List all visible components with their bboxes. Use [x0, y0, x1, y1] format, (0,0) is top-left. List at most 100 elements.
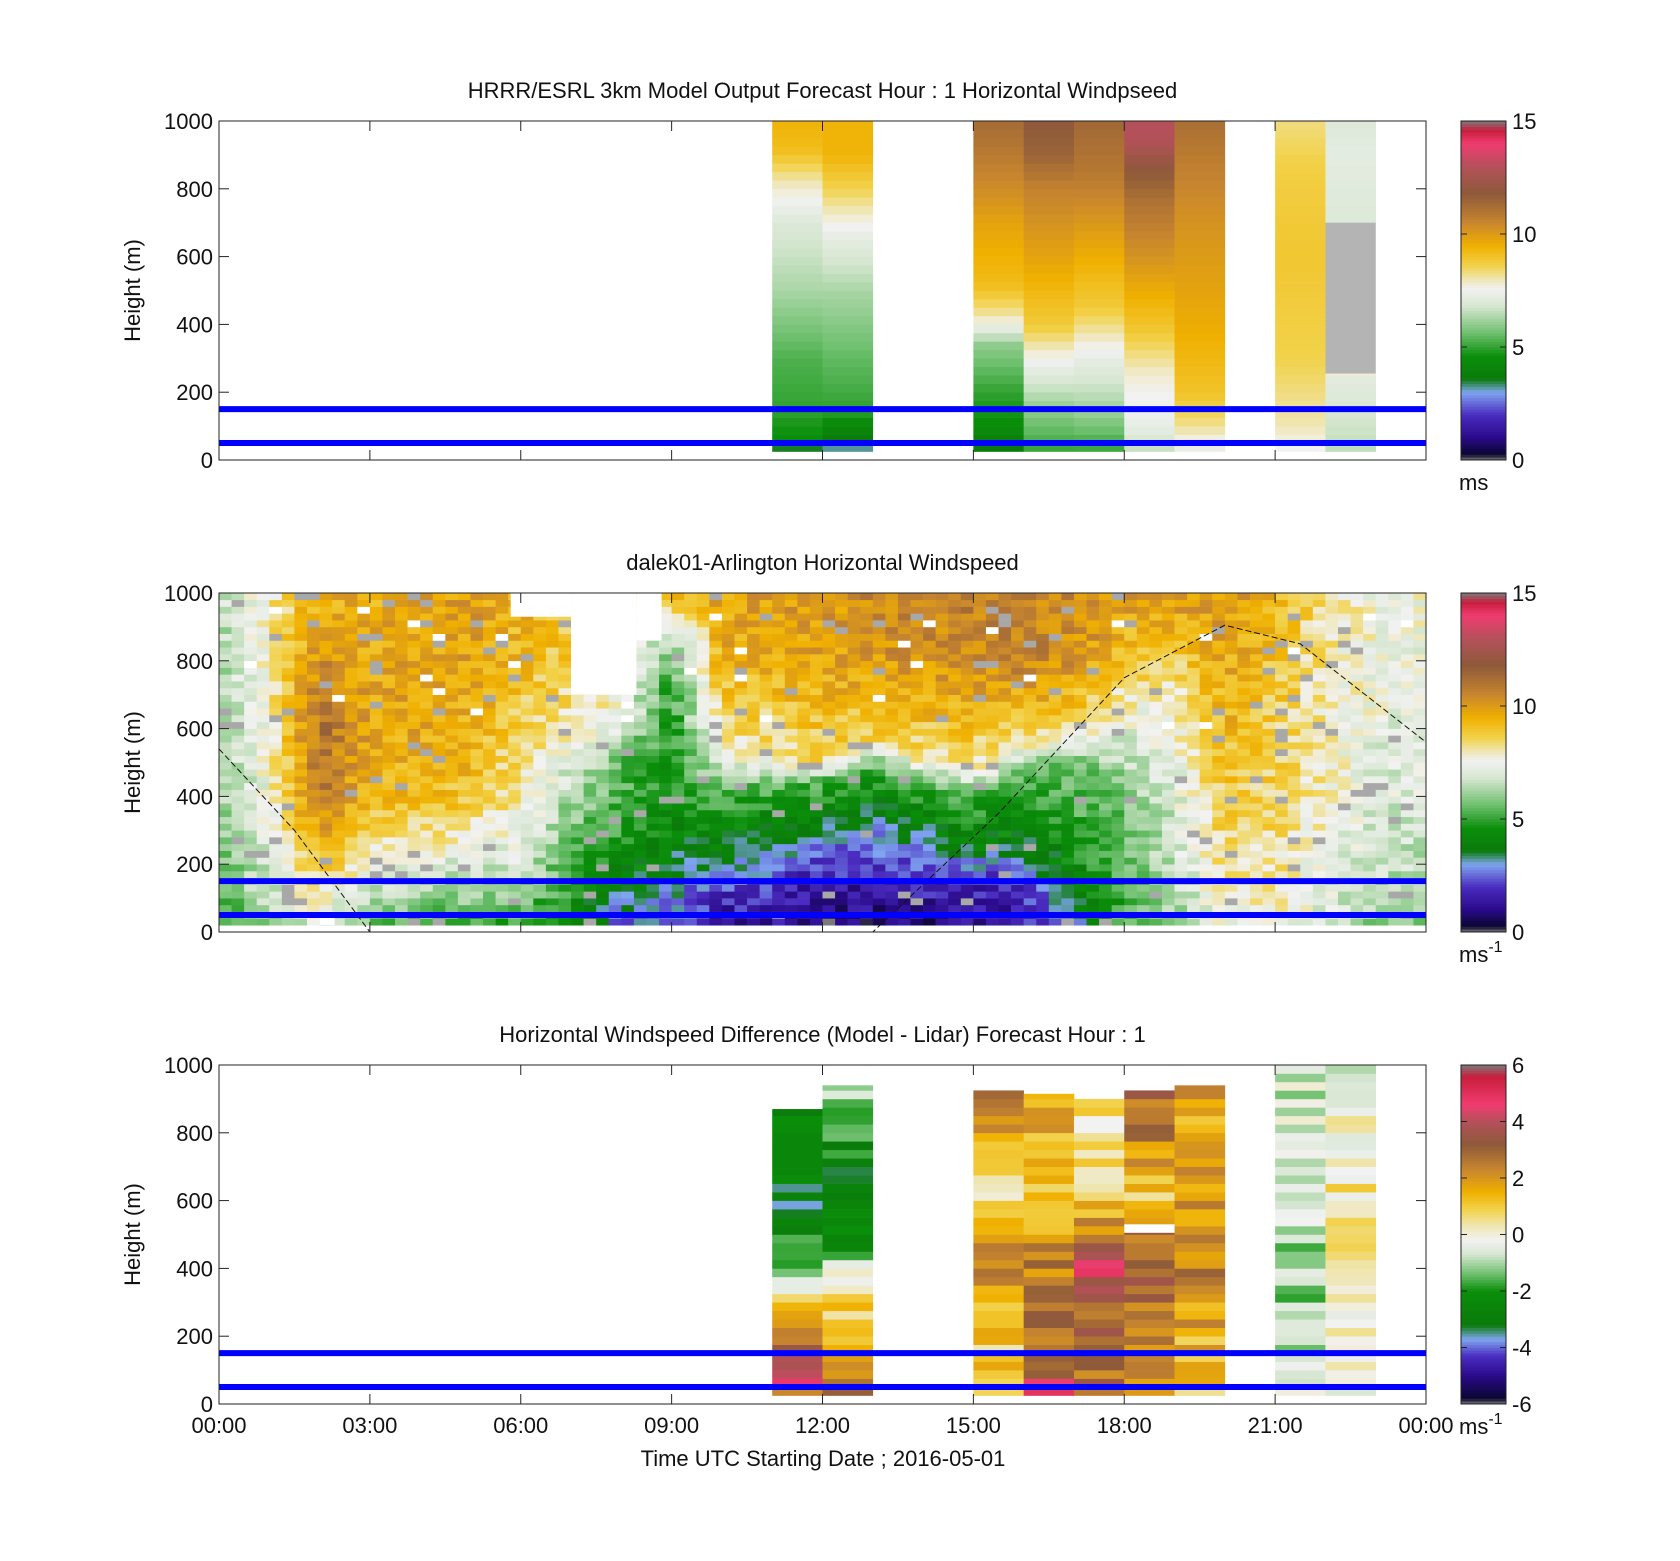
heatmap-cell [885, 667, 899, 675]
heatmap-cell [1262, 891, 1276, 899]
heatmap-cell [319, 762, 333, 770]
heatmap-cell [671, 755, 685, 763]
heatmap-cell [885, 884, 899, 892]
heatmap-cell [307, 843, 320, 851]
heatmap-cell [1023, 315, 1075, 325]
heatmap-cell [1337, 870, 1351, 879]
heatmap-cell [646, 728, 660, 736]
heatmap-cell [684, 593, 698, 601]
heatmap-cell [1212, 755, 1226, 763]
heatmap-cell [520, 626, 534, 634]
heatmap-cell [231, 715, 245, 723]
heatmap-cell [759, 796, 773, 804]
heatmap-cell [344, 870, 358, 879]
heatmap-cell [822, 918, 836, 926]
heatmap-cell [885, 660, 899, 668]
heatmap-cell [1224, 762, 1238, 770]
heatmap-cell [231, 742, 245, 750]
heatmap-cell [910, 593, 924, 601]
heatmap-cell [1212, 606, 1226, 614]
heatmap-cell [923, 626, 936, 634]
heatmap-cell [1111, 640, 1125, 648]
heatmap-cell [960, 640, 974, 648]
heatmap-cell [332, 599, 346, 607]
heatmap-cell [1350, 647, 1364, 655]
heatmap-cell [797, 898, 811, 906]
heatmap-cell [470, 728, 484, 736]
heatmap-cell [319, 837, 333, 845]
heatmap-cell [684, 667, 698, 675]
heatmap-cell [1187, 898, 1200, 906]
heatmap-cell [1061, 776, 1075, 784]
heatmap-cell [1212, 647, 1226, 655]
heatmap-cell [1262, 864, 1276, 872]
heatmap-cell [244, 782, 258, 790]
heatmap-cell [281, 694, 295, 702]
heatmap-cell [1174, 816, 1188, 824]
heatmap-cell [935, 918, 949, 926]
heatmap-cell [1275, 121, 1326, 130]
heatmap-cell [721, 701, 735, 709]
heatmap-cell [445, 721, 459, 729]
heatmap-cell [721, 843, 735, 851]
heatmap-cell [1212, 735, 1226, 743]
heatmap-cell [1325, 647, 1339, 655]
heatmap-cell [1300, 633, 1314, 641]
heatmap-cell [721, 599, 735, 607]
heatmap-cell [1036, 660, 1050, 668]
heatmap-cell [1287, 593, 1301, 601]
heatmap-cell [457, 776, 471, 784]
heatmap-cell [1111, 674, 1125, 682]
heatmap-cell [772, 681, 786, 689]
heatmap-cell [344, 762, 358, 770]
heatmap-cell [1275, 660, 1288, 668]
heatmap-cell [1325, 870, 1339, 879]
heatmap-cell [269, 728, 283, 736]
heatmap-cell [1124, 809, 1138, 818]
heatmap-cell [307, 606, 320, 614]
heatmap-cell [1036, 681, 1050, 689]
heatmap-cell [709, 647, 723, 655]
heatmap-cell [1262, 694, 1276, 702]
heatmap-cell [960, 870, 974, 879]
heatmap-cell [495, 850, 509, 858]
heatmap-cell [1136, 660, 1150, 668]
heatmap-cell [923, 599, 936, 607]
heatmap-cell [772, 918, 786, 926]
heatmap-cell [1249, 776, 1263, 784]
heatmap-cell [407, 687, 421, 695]
heatmap-cell [545, 654, 559, 662]
heatmap-cell [1174, 180, 1226, 190]
heatmap-cell [219, 640, 232, 648]
heatmap-cell [483, 857, 496, 865]
heatmap-cell [897, 850, 911, 858]
heatmap-cell [1124, 769, 1138, 777]
heatmap-cell [1061, 715, 1075, 723]
heatmap-cell [219, 633, 232, 641]
heatmap-cell [508, 721, 522, 729]
heatmap-cell [457, 728, 471, 736]
heatmap-cell [219, 660, 232, 668]
heatmap-cell [1199, 626, 1213, 634]
heatmap-cell [508, 687, 522, 695]
heatmap-cell [784, 843, 798, 851]
heatmap-cell [495, 715, 509, 723]
heatmap-cell [747, 748, 760, 757]
heatmap-cell [1111, 633, 1125, 641]
heatmap-cell [671, 823, 685, 831]
heatmap-cell [520, 681, 534, 689]
y-axis-label: Height (m) [120, 239, 145, 342]
heatmap-cell [1287, 816, 1301, 824]
heatmap-cell [1300, 891, 1314, 899]
heatmap-cell [432, 701, 446, 709]
heatmap-cell [721, 769, 735, 777]
heatmap-cell [395, 803, 408, 811]
heatmap-cell [759, 748, 773, 757]
heatmap-cell [1048, 776, 1062, 784]
heatmap-cell [445, 769, 459, 777]
heatmap-cell [1237, 891, 1251, 899]
heatmap-cell [734, 843, 748, 851]
heatmap-cell [457, 891, 471, 899]
heatmap-cell [1036, 823, 1050, 831]
